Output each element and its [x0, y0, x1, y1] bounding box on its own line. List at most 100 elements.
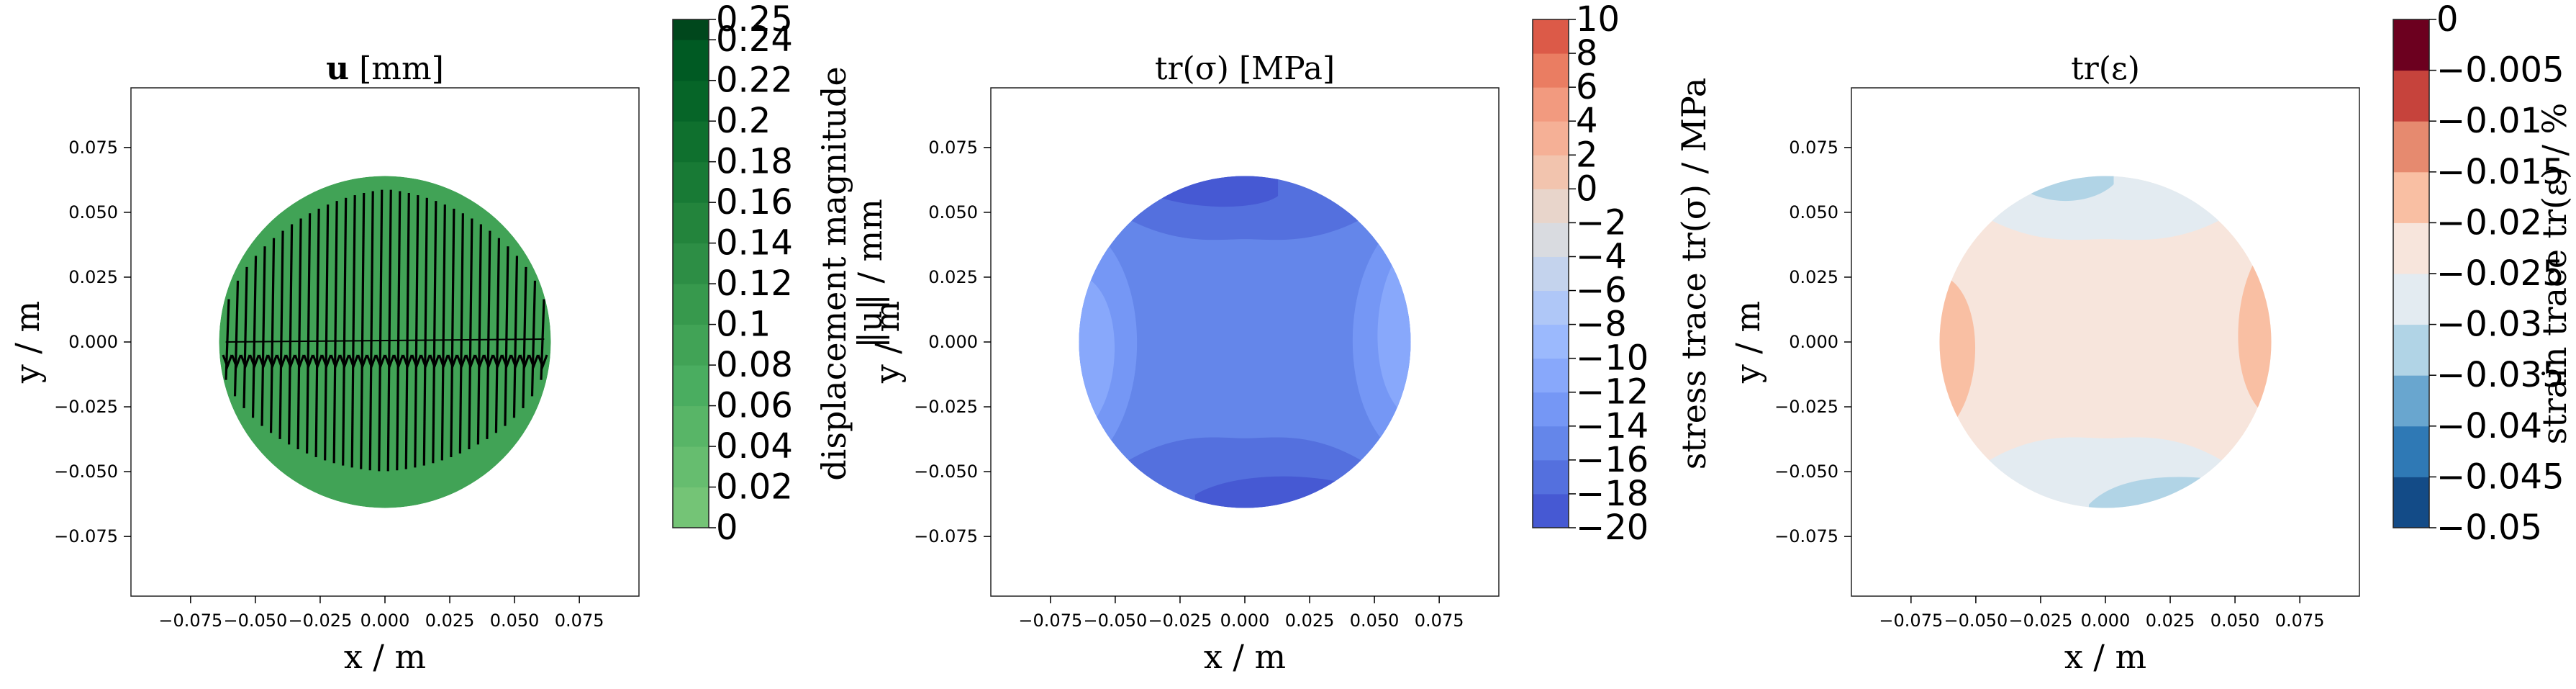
quiver-arrow	[432, 201, 437, 464]
quiver-arrowhead	[527, 354, 539, 370]
colorbar-label: strain trace tr(ε) / %	[2535, 103, 2574, 445]
y-tick-label: −0.050	[914, 461, 978, 482]
quiver-arrowhead	[222, 354, 233, 370]
colorbar-tick-label: −8	[1576, 305, 1627, 345]
colorbar-label-line1: displacement magnitude	[815, 66, 853, 481]
x-tick-label: −0.050	[1083, 611, 1147, 631]
quiver-arrow	[504, 246, 509, 426]
colorbar-tick-label: −0.01	[2436, 101, 2542, 141]
colorbar-band	[1533, 256, 1569, 292]
colorbar-band	[673, 324, 709, 366]
colorbar-tick-label: 6	[1576, 67, 1598, 107]
colorbar-tick-label: 0.1	[716, 305, 771, 345]
colorbar: −20−18−16−14−12−10−8−6−4−20246810stress …	[1532, 0, 1713, 548]
colorbar-tick-label: 0.08	[716, 345, 793, 385]
colorbar-tick-label: 0	[2436, 0, 2459, 40]
colorbar-band	[1533, 189, 1569, 223]
x-tick-label: −0.025	[1148, 611, 1212, 631]
colorbar-band	[673, 243, 709, 284]
quiver-arrowhead	[402, 354, 413, 370]
quiver-arrow	[368, 191, 374, 471]
colorbar-frame	[672, 19, 709, 528]
colorbar-tick-label: 0.18	[716, 142, 793, 182]
quiver-arrow	[251, 256, 258, 418]
quiver-arrow	[314, 208, 320, 457]
colorbar-band	[673, 365, 709, 407]
y-tick-label: 0.000	[1789, 332, 1838, 352]
y-tick-label: −0.075	[54, 526, 118, 546]
colorbar-band	[1533, 459, 1569, 495]
quiver-arrowhead	[419, 354, 431, 370]
colorbar-tick-label: −0.045	[2436, 456, 2564, 497]
colorbar-tick-label: −4	[1576, 236, 1627, 276]
field-layer	[1939, 176, 2272, 508]
colorbar-tick-label: −16	[1576, 440, 1648, 480]
x-tick-label: 0.075	[2275, 611, 2325, 631]
quiver-arrowhead	[473, 354, 485, 370]
colorbar-tick-label: 0.06	[716, 386, 793, 426]
field-region-bottom-cap-small	[2088, 477, 2205, 508]
quiver-arrow	[450, 208, 455, 457]
quiver-arrow	[440, 204, 446, 461]
y-tick-label: −0.075	[1774, 526, 1838, 546]
quiver-arrow	[306, 213, 312, 454]
y-tick-label: 0.025	[1789, 267, 1838, 287]
quiver-arrowhead	[509, 354, 521, 370]
chart-panel-1: −0.075 −0.050 −0.025 0.000 0.025 0.050 0.0750.…	[8, 0, 889, 676]
quiver-arrow	[422, 197, 428, 466]
y-tick-label: −0.050	[1774, 461, 1838, 482]
field-base-region	[1079, 176, 1411, 508]
quiver-arrowhead	[258, 354, 269, 370]
quiver-arrow	[396, 191, 402, 471]
field-layer	[219, 176, 551, 508]
quiver-arrow	[278, 230, 284, 439]
colorbar-tick-label: −18	[1576, 474, 1648, 514]
quiver-arrowhead	[321, 354, 332, 370]
chart-title-rest: [mm]	[349, 50, 444, 87]
field-region-left-cap-inner	[1939, 275, 1976, 433]
colorbar-band	[673, 80, 709, 122]
colorbar-tick-label: 10	[1576, 0, 1620, 40]
colorbar-band	[673, 405, 709, 447]
y-axis-label: y / m	[8, 301, 47, 384]
x-tick-label: −0.075	[1018, 611, 1082, 631]
quiver-arrowhead	[519, 354, 530, 370]
y-tick-label: 0.050	[1789, 202, 1838, 222]
quiver-arrow	[233, 280, 240, 397]
field-region-top-cap-inner	[1145, 176, 1279, 207]
colorbar-band	[1533, 87, 1569, 122]
quiver-arrowhead	[437, 354, 449, 370]
x-tick-label: 0.050	[2210, 611, 2260, 631]
quiver-arrow	[530, 280, 537, 397]
x-axis-label: x / m	[2064, 637, 2146, 676]
quiver-arrowhead	[537, 354, 548, 370]
quiver-arrow	[404, 192, 410, 469]
quiver-arrowhead	[285, 354, 296, 370]
colorbar-band	[1533, 121, 1569, 156]
colorbar-tick-label: 0	[1576, 168, 1598, 209]
colorbar-band	[2393, 375, 2429, 427]
colorbar-tick-label: −0.035	[2436, 355, 2564, 395]
quiver-arrowhead	[455, 354, 467, 370]
x-tick-label: 0.000	[1220, 611, 1270, 631]
x-tick-label: 0.000	[360, 611, 410, 631]
colorbar-tick-label: −12	[1576, 372, 1648, 413]
y-tick-label: −0.050	[54, 461, 118, 482]
quiver-arrowhead	[483, 354, 494, 370]
quiver-arrowhead	[267, 354, 278, 370]
colorbar-tick-label: 0	[716, 508, 738, 548]
quiver-arrow	[522, 266, 527, 408]
y-tick-label: 0.025	[68, 267, 118, 287]
quiver-arrowhead	[294, 354, 305, 370]
y-tick-label: 0.075	[68, 138, 118, 158]
chart-title: tr(ε)	[2071, 50, 2140, 87]
x-tick-label: 0.025	[1285, 611, 1335, 631]
colorbar-band	[673, 487, 709, 528]
x-tick-label: 0.075	[555, 611, 604, 631]
colorbar-band	[2393, 324, 2429, 376]
colorbar-band	[673, 446, 709, 488]
colorbar: 00.020.040.060.080.10.120.140.160.180.20…	[672, 0, 889, 548]
y-tick-label: 0.000	[928, 332, 978, 352]
colorbar-band	[2393, 19, 2429, 71]
y-tick-label: 0.075	[928, 138, 978, 158]
